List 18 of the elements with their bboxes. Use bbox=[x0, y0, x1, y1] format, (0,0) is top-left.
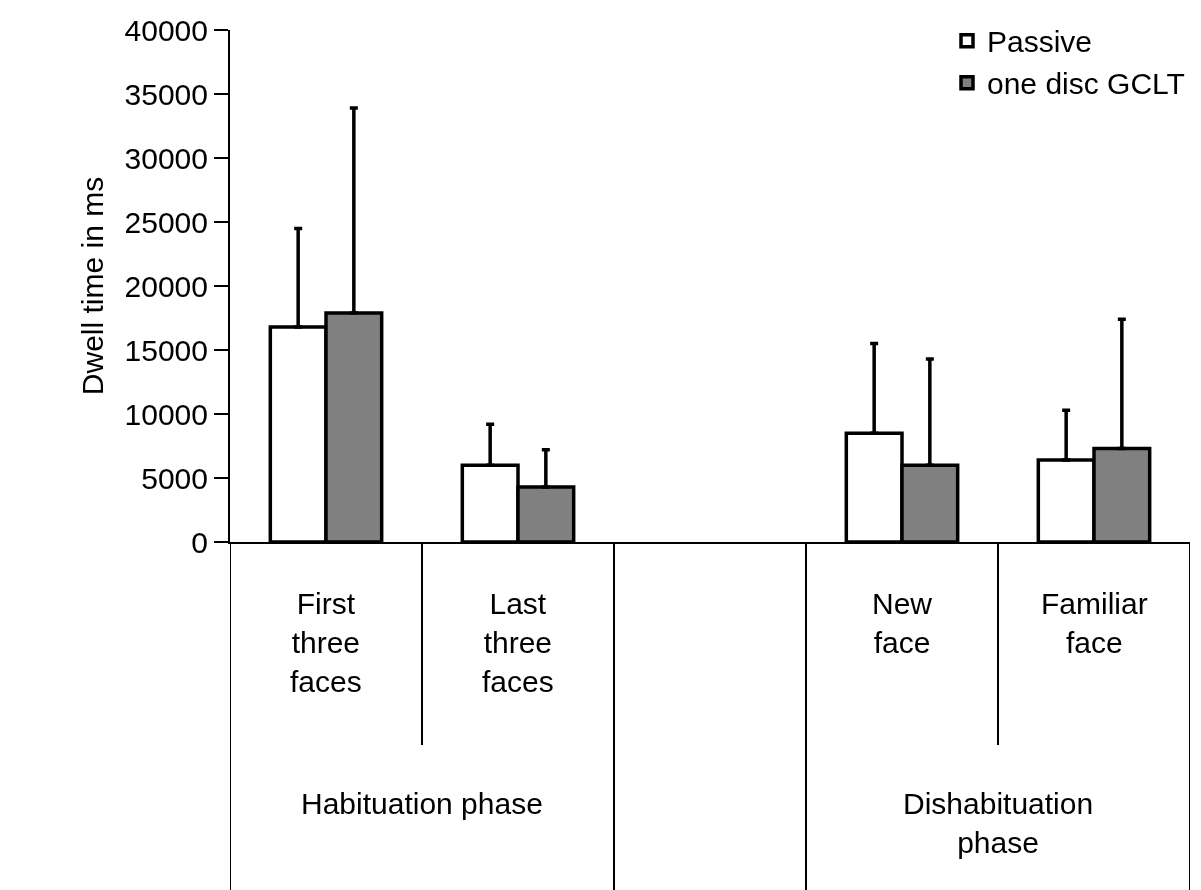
x-tick-label: Familiar face bbox=[1041, 587, 1148, 659]
y-tick-label: 30000 bbox=[124, 141, 208, 175]
y-tick-label: 40000 bbox=[124, 13, 208, 47]
y-tick-label: 5000 bbox=[141, 461, 208, 495]
x-tick-label: Last three faces bbox=[482, 587, 554, 698]
y-tick-label: 20000 bbox=[124, 269, 208, 303]
legend-label: one disc GCLT bbox=[987, 67, 1185, 101]
y-tick-label: 0 bbox=[191, 525, 208, 559]
text: Dishabituation phase bbox=[903, 787, 1094, 859]
y-tick-label: 35000 bbox=[124, 77, 208, 111]
y-tick-label: 10000 bbox=[124, 397, 208, 431]
x-tick-label: First three faces bbox=[290, 587, 362, 698]
y-tick-label: 15000 bbox=[124, 333, 208, 367]
y-tick-label: 25000 bbox=[124, 205, 208, 239]
x-tick-label: New face bbox=[872, 587, 933, 659]
legend-label: Passive bbox=[987, 25, 1093, 59]
y-axis-title: Dwell time in ms bbox=[76, 176, 110, 396]
text: Habituation phase bbox=[301, 787, 543, 820]
